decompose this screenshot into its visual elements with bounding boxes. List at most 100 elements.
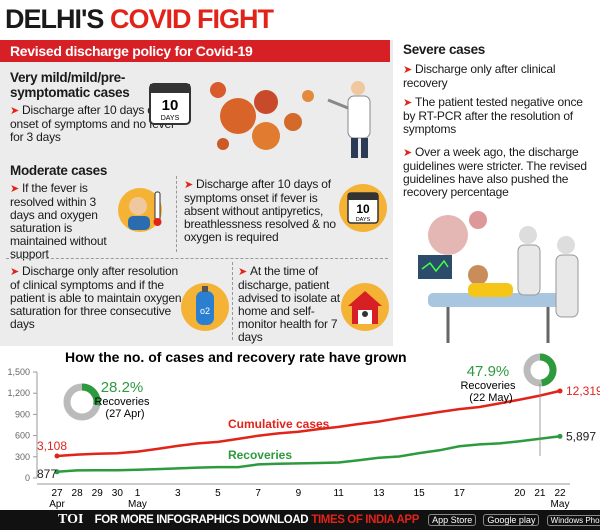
x-tick-label: 13 — [373, 488, 385, 499]
severe-title: Severe cases — [403, 42, 485, 57]
x-month-label: Apr — [49, 499, 65, 510]
fever-icon — [118, 188, 162, 232]
donut-label: Recoveries — [94, 396, 150, 408]
y-tick-label: 1,200 — [7, 388, 30, 398]
donut-date: (27 Apr) — [105, 408, 144, 420]
moderate-item: ➤ Discharge after 10 days of symptoms ons… — [184, 178, 336, 244]
bullet: ➤ — [238, 266, 248, 278]
mild-item: ➤ Discharge after 10 days of onset of sym… — [10, 104, 180, 144]
series-line — [56, 435, 561, 474]
x-tick-label: 7 — [255, 488, 261, 499]
oxygen-label: o2 — [200, 306, 210, 316]
point — [54, 453, 60, 459]
calendar-number: 10 — [162, 97, 179, 114]
value-label: 877 — [37, 467, 57, 481]
series-name: Cumulative cases — [228, 417, 330, 431]
footer-text: FOR MORE INFOGRAPHICS DOWNLOAD — [94, 514, 309, 526]
x-tick-label: 17 — [454, 488, 466, 499]
header-title: DELHI'S — [5, 4, 104, 34]
header-title-highlight: COVID FIGHT — [109, 4, 274, 34]
x-tick-label: 29 — [92, 488, 104, 499]
mild-illustration: 10 DAYS — [149, 81, 371, 158]
y-tick-label: 0 — [25, 473, 30, 483]
donut-arc — [539, 353, 557, 387]
moderate-text: If the fever is resolved within 3 days a… — [10, 181, 107, 261]
point — [54, 469, 60, 475]
divider — [6, 258, 388, 259]
x-tick-label: 5 — [215, 488, 221, 499]
point — [557, 388, 563, 394]
y-tick-label: 1,500 — [7, 367, 30, 377]
calendar-unit: DAYS — [356, 217, 371, 223]
y-tick-label: 300 — [15, 452, 30, 462]
mild-title: Very mild/mild/pre-symptomatic cases — [10, 70, 130, 100]
x-tick-label: 30 — [112, 488, 124, 499]
store-badge[interactable]: Google play — [483, 514, 540, 526]
donut-value: 28.2% — [101, 379, 144, 396]
doctor — [327, 81, 371, 158]
x-tick-label: 20 — [514, 488, 526, 499]
moderate-item: ➤ If the fever is resolved within 3 days … — [10, 182, 122, 261]
calendar-number: 10 — [356, 202, 370, 216]
moderate-title: Moderate cases — [10, 163, 108, 178]
calendar-icon: 10 DAYS — [339, 184, 387, 232]
series-name: Recoveries — [228, 448, 292, 462]
chart-title: How the no. of cases and recovery rate h… — [65, 349, 407, 365]
donut-label: Recoveries — [460, 380, 516, 392]
value-label: 12,319 — [566, 384, 600, 398]
y-tick-label: 600 — [15, 431, 30, 441]
bullet: ➤ — [10, 105, 20, 117]
moderate-text: Discharge after 10 days of symptoms onse… — [184, 177, 336, 244]
footer: TOI FOR MORE INFOGRAPHICS DOWNLOAD TIMES… — [0, 510, 600, 530]
severe-note-text: Over a week ago, the discharge guideline… — [403, 145, 587, 199]
x-tick-label: 1 — [135, 488, 141, 499]
x-tick-label: 9 — [296, 488, 302, 499]
bullet: ➤ — [10, 183, 20, 195]
x-tick-label: 11 — [333, 488, 344, 499]
header: DELHI'S COVID FIGHT — [5, 4, 274, 34]
moderate-text: At the time of discharge, patient advise… — [238, 264, 340, 344]
x-tick-label: 27 — [51, 488, 63, 499]
moderate-text: Discharge only after resolution of clini… — [10, 264, 182, 331]
banner: Revised discharge policy for Covid-19 — [0, 40, 390, 62]
moderate-item: ➤ Discharge only after resolution of clin… — [10, 265, 182, 331]
divider — [232, 262, 234, 340]
x-tick-label: 22 — [554, 488, 566, 499]
donut-arc — [81, 383, 101, 406]
calendar-top — [150, 84, 190, 93]
calendar-unit: DAYS — [161, 115, 180, 122]
oxygen-icon: o2 — [181, 283, 229, 331]
value-label: 5,897 — [566, 429, 596, 443]
bullet: ➤ — [403, 147, 413, 159]
series-line — [56, 389, 561, 458]
home-icon — [341, 283, 389, 331]
bullet: ➤ — [403, 97, 413, 109]
point — [557, 433, 563, 439]
x-month-label: May — [128, 499, 147, 510]
severe-text: The patient tested negative once by RT-P… — [403, 95, 583, 136]
x-tick-label: 28 — [72, 488, 84, 499]
store-badge[interactable]: App Store — [428, 514, 477, 526]
severe-note: ➤ Over a week ago, the discharge guidelin… — [403, 146, 595, 199]
hospital-illustration — [418, 211, 579, 343]
severe-item: ➤ Discharge only after clinical recovery — [403, 63, 593, 90]
divider — [176, 176, 178, 252]
bullet: ➤ — [10, 266, 20, 278]
x-tick-label: 15 — [414, 488, 426, 499]
bullet: ➤ — [184, 179, 194, 191]
bullet: ➤ — [403, 64, 413, 76]
donut-date: (22 May) — [469, 392, 512, 404]
x-tick-label: 3 — [175, 488, 181, 499]
mild-text: Discharge after 10 days of onset of symp… — [10, 103, 175, 144]
y-tick-label: 900 — [15, 409, 30, 419]
x-tick-label: 21 — [534, 488, 546, 499]
footer-brand: TOI — [58, 512, 84, 527]
donut-value: 47.9% — [467, 363, 510, 380]
store-badge[interactable]: Windows Phone — [546, 515, 600, 526]
chart: How the no. of cases and recovery rate h… — [7, 349, 600, 510]
value-label: 3,108 — [37, 439, 67, 453]
moderate-item: ➤ At the time of discharge, patient advis… — [238, 265, 342, 344]
footer-app: TIMES OF INDIA APP — [311, 514, 419, 526]
